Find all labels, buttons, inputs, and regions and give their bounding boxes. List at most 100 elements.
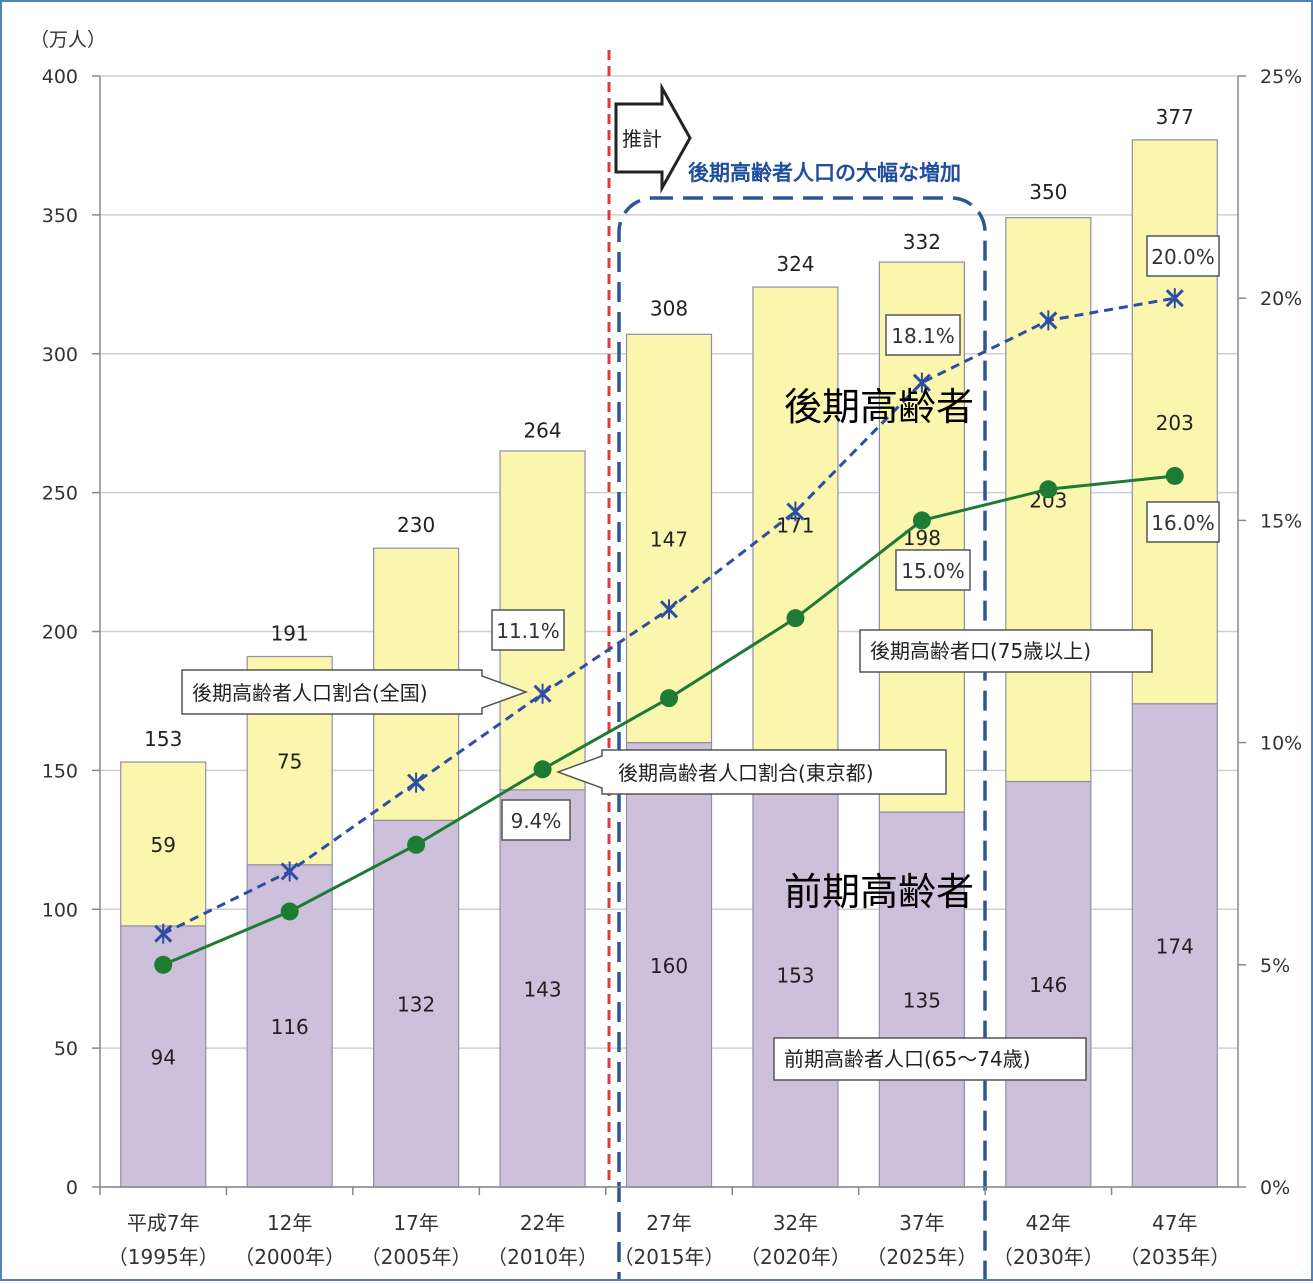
- bar-early-elderly: [1005, 780, 1092, 1188]
- marker-tokyo: [786, 609, 805, 628]
- percent-label: 15.0%: [901, 559, 965, 583]
- bar-label-early: 174: [1156, 934, 1194, 958]
- percent-label: 9.4%: [511, 809, 562, 833]
- bar-label-total: 308: [650, 297, 688, 321]
- y2-tick-label: 15%: [1260, 510, 1302, 532]
- bar-label-late: 59: [150, 833, 175, 857]
- early-callout-text: 前期高齢者人口(65〜74歳): [784, 1047, 1031, 1071]
- x-tick-label: 42年: [1026, 1211, 1071, 1235]
- y2-tick-label: 0%: [1260, 1177, 1290, 1199]
- bar-label-late: 203: [1156, 411, 1194, 435]
- percent-label: 20.0%: [1151, 245, 1215, 269]
- bar-late-elderly: [120, 761, 207, 927]
- bar-label-early: 160: [650, 954, 688, 978]
- bar-label-early: 116: [271, 1015, 309, 1039]
- percent-label: 18.1%: [891, 324, 955, 348]
- bar-label-total: 377: [1156, 105, 1194, 129]
- marker-tokyo: [660, 689, 678, 708]
- marker-tokyo: [1039, 480, 1058, 499]
- percent-label-box: [501, 799, 571, 841]
- bar-late-elderly: [752, 286, 839, 763]
- x-tick-label-year: （2015年）: [614, 1245, 725, 1269]
- percent-label-box: [491, 609, 565, 651]
- y-axis-left: 0 50 100 150 200 250 300 350 400: [42, 66, 101, 1199]
- y-tick-label: 400: [42, 66, 78, 88]
- x-tick-label: 27年: [646, 1211, 691, 1235]
- bar-early-elderly: [499, 789, 586, 1188]
- marker-tokyo: [1165, 466, 1184, 485]
- marker-tokyo: [154, 955, 173, 974]
- x-tick-label: 37年: [899, 1211, 944, 1235]
- national-callout-text: 後期高齢者人口割合(全国): [192, 681, 428, 705]
- projection-label: 推計: [622, 127, 662, 151]
- bar-label-early: 143: [523, 977, 561, 1001]
- bar-early-elderly: [878, 811, 965, 1188]
- bar-label-total: 191: [271, 621, 309, 645]
- percent-label: 16.0%: [1151, 511, 1215, 535]
- bar-label-late: 75: [277, 750, 302, 774]
- national-callout: 後期高齢者人口割合(全国): [181, 669, 529, 715]
- y2-tick-label: 5%: [1260, 955, 1290, 977]
- bar-label-late: 147: [650, 527, 688, 551]
- marker-tokyo: [280, 902, 299, 921]
- tokyo-callout: 後期高齢者人口割合(東京都): [555, 749, 947, 795]
- y2-tick-label: 10%: [1260, 733, 1302, 755]
- bar-label-total: 324: [776, 252, 814, 276]
- projection-arrow: 推計: [614, 82, 692, 194]
- x-tick-label-year: （2030年）: [993, 1245, 1104, 1269]
- bar-label-early: 135: [903, 989, 941, 1013]
- bar-label-early: 132: [397, 993, 435, 1017]
- x-tick-label: 47年: [1152, 1211, 1197, 1235]
- percent-label: 11.1%: [496, 619, 560, 643]
- marker-tokyo: [533, 760, 552, 779]
- bar-label-total: 264: [523, 419, 561, 443]
- late-callout: 後期高齢者口(75歳以上): [859, 629, 1153, 673]
- x-tick-label-year: （2035年）: [1119, 1245, 1230, 1269]
- y-tick-label: 50: [54, 1038, 78, 1060]
- percent-labels: 11.1% 9.4% 18.1% 15.0% 20.0% 16.0%: [491, 235, 1220, 841]
- bar-label-early: 146: [1029, 973, 1067, 997]
- x-tick-label-year: （1995年）: [108, 1245, 219, 1269]
- y-tick-label: 200: [42, 622, 78, 644]
- y-tick-label: 150: [42, 760, 78, 782]
- bar-early-elderly: [752, 761, 839, 1188]
- early-elderly-label: 前期高齢者: [784, 870, 974, 914]
- increase-annotation: 後期高齢者人口の大幅な増加: [688, 161, 961, 185]
- tokyo-callout-text: 後期高齢者人口割合(東京都): [618, 761, 874, 785]
- bar-late-elderly: [1131, 139, 1218, 705]
- x-tick-label-year: （2010年）: [487, 1245, 598, 1269]
- marker-national: [1165, 288, 1184, 309]
- x-tick-label-year: （2000年）: [234, 1245, 345, 1269]
- marker-tokyo: [407, 835, 426, 854]
- marker-tokyo: [912, 511, 931, 530]
- bar-label-total: 350: [1029, 180, 1067, 204]
- bar-label-total: 153: [144, 727, 182, 751]
- y-tick-label: 100: [42, 899, 78, 921]
- bar-label-early: 153: [776, 964, 814, 988]
- percent-label-box: [1146, 501, 1220, 543]
- early-callout: 前期高齢者人口(65〜74歳): [773, 1037, 1087, 1081]
- bar-late-elderly: [625, 333, 713, 744]
- x-tick-label: 17年: [393, 1211, 438, 1235]
- bar-early-elderly: [1131, 703, 1218, 1188]
- y2-tick-label: 20%: [1260, 288, 1302, 310]
- marker-national: [407, 772, 426, 793]
- marker-national: [1039, 310, 1058, 331]
- projection-highlight-box: [617, 196, 987, 1284]
- x-tick-label-year: （2005年）: [361, 1245, 472, 1269]
- y-tick-label: 250: [42, 483, 78, 505]
- x-tick-label-year: （2020年）: [740, 1245, 851, 1269]
- bar-label-total: 332: [903, 230, 941, 254]
- bar-label-total: 230: [397, 513, 435, 537]
- x-tick-label: 平成7年: [127, 1211, 200, 1235]
- marker-national: [154, 923, 173, 944]
- bar-label-early: 94: [150, 1045, 175, 1069]
- bar-labels: 9459153116751911329823014312226416014730…: [144, 105, 1194, 1070]
- marker-national: [786, 501, 805, 522]
- percent-label-box: [895, 549, 971, 591]
- bar-early-elderly: [625, 741, 713, 1188]
- percent-label-box: [885, 314, 961, 356]
- x-tick-label: 32年: [773, 1211, 818, 1235]
- percent-label-box: [1146, 235, 1220, 277]
